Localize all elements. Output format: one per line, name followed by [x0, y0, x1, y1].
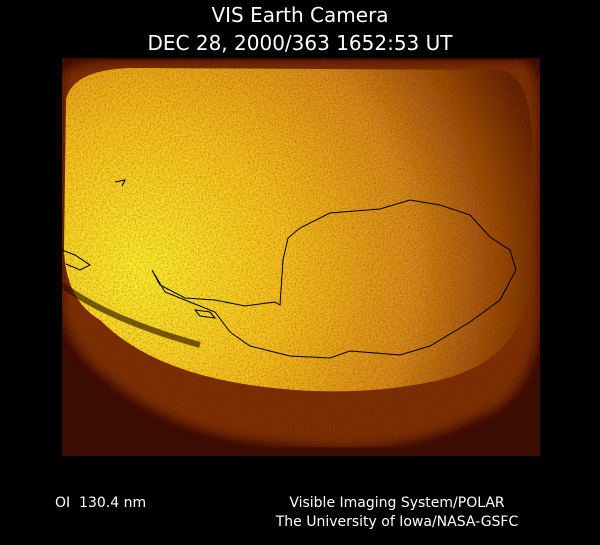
credit-line: The University of Iowa/NASA-GSFC: [275, 514, 519, 530]
filter-label: OI 130.4 nm: [55, 495, 146, 511]
island-outline: [114, 179, 126, 187]
timestamp: DEC 28, 2000/363 1652:53 UT: [148, 31, 454, 55]
coastline-fragment: [61, 249, 91, 271]
aurora-image: [60, 60, 540, 448]
title: VIS Earth Camera: [211, 3, 388, 27]
coastline: [151, 199, 517, 359]
credit-line: Visible Imaging System/POLAR: [289, 495, 505, 511]
island-outline: [193, 309, 217, 319]
